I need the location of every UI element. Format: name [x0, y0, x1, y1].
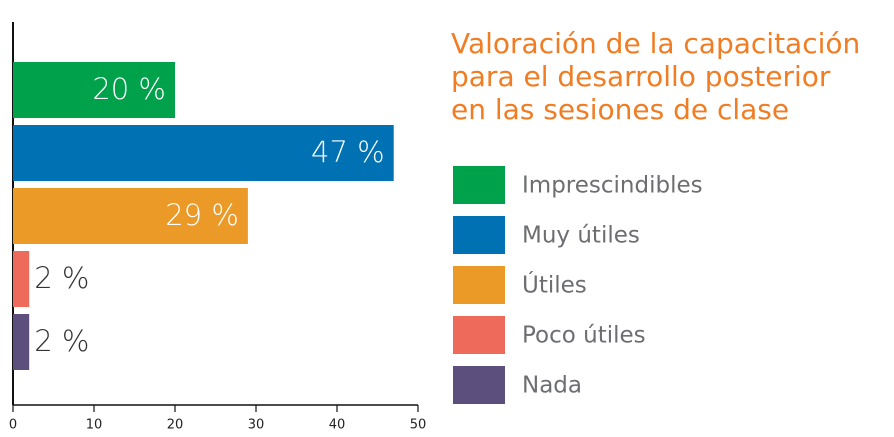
legend-swatch — [453, 366, 505, 404]
value-label: 29 % — [165, 198, 239, 232]
chart-title: en las sesiones de clase — [451, 93, 789, 126]
legend-label: Útiles — [522, 271, 587, 299]
chart-title: para el desarrollo posterior — [451, 60, 831, 93]
x-tick-label: 30 — [248, 418, 265, 433]
bar — [13, 314, 30, 370]
legend-swatch — [453, 166, 505, 204]
x-tick-label: 50 — [410, 418, 427, 433]
bar — [13, 62, 175, 118]
x-tick-label: 10 — [86, 418, 103, 433]
legend-label: Imprescindibles — [522, 173, 703, 199]
value-label: 2 % — [34, 324, 89, 358]
bar — [13, 188, 248, 244]
legend-swatch — [453, 316, 505, 354]
legend-swatch — [453, 216, 505, 254]
value-label: 47 % — [311, 135, 385, 169]
legend-label: Muy útiles — [522, 223, 640, 249]
value-label: 2 % — [34, 261, 89, 295]
bar — [13, 251, 30, 307]
chart-title: Valoración de la capacitación — [451, 27, 860, 60]
x-tick-label: 40 — [329, 418, 346, 433]
value-label: 20 % — [92, 72, 166, 106]
bar — [13, 125, 394, 181]
x-tick-label: 20 — [167, 418, 184, 433]
legend-swatch — [453, 266, 505, 304]
legend-label: Nada — [522, 373, 582, 399]
legend-label: Poco útiles — [522, 323, 646, 349]
x-tick-label: 0 — [9, 418, 17, 433]
